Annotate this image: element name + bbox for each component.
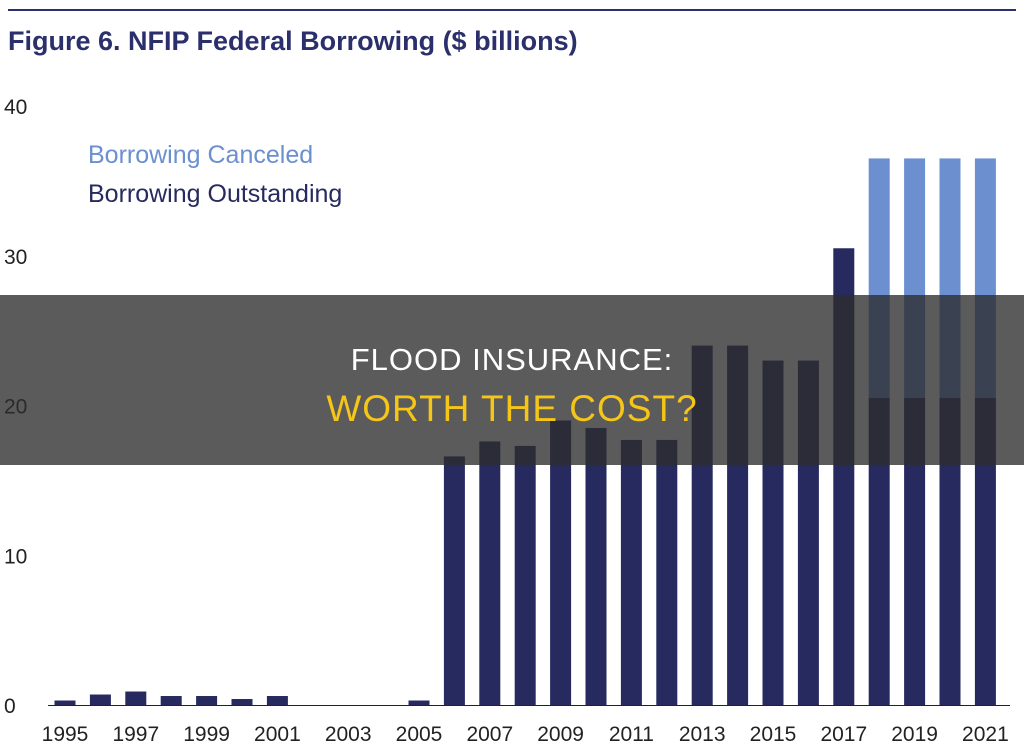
bar-outstanding xyxy=(160,696,182,705)
bar-outstanding xyxy=(479,441,501,705)
x-tick-label: 2005 xyxy=(396,723,443,746)
bar-outstanding xyxy=(585,427,607,705)
axes: 0102030401995199719992001200320052007200… xyxy=(4,96,1010,746)
bar-outstanding xyxy=(266,696,288,705)
bar-outstanding xyxy=(443,456,465,705)
x-tick-label: 2017 xyxy=(820,723,867,746)
y-tick-label: 10 xyxy=(4,545,27,568)
bar-outstanding xyxy=(939,398,961,705)
top-rule xyxy=(8,9,1016,11)
x-tick-label: 2021 xyxy=(962,723,1009,746)
x-tick-label: 2015 xyxy=(750,723,797,746)
bar-outstanding xyxy=(89,694,111,705)
y-tick-label: 0 xyxy=(4,695,16,718)
x-tick-label: 2009 xyxy=(537,723,584,746)
bar-outstanding xyxy=(54,700,76,705)
overlay-subheadline: WORTH THE COST? xyxy=(326,388,698,429)
x-tick-label: 2001 xyxy=(254,723,301,746)
y-tick-label: 30 xyxy=(4,246,27,269)
bar-outstanding xyxy=(868,398,890,705)
x-tick-label: 1995 xyxy=(42,723,89,746)
bar-outstanding xyxy=(125,691,147,705)
legend-canceled: Borrowing Canceled xyxy=(88,141,313,169)
x-tick-label: 2013 xyxy=(679,723,726,746)
bar-outstanding xyxy=(231,699,253,705)
overlay-headline: FLOOD INSURANCE: xyxy=(350,342,674,377)
bar-outstanding xyxy=(904,398,926,705)
x-tick-label: 1997 xyxy=(112,723,159,746)
caption-overlay xyxy=(0,295,1024,465)
bar-outstanding xyxy=(196,696,218,705)
bar-outstanding xyxy=(408,700,430,705)
bar-outstanding xyxy=(620,439,642,705)
x-tick-label: 2011 xyxy=(609,723,654,746)
x-tick-label: 1999 xyxy=(183,723,230,746)
x-tick-label: 2019 xyxy=(891,723,938,746)
y-tick-label: 40 xyxy=(4,96,27,119)
bar-outstanding xyxy=(550,420,572,705)
bar-outstanding xyxy=(656,439,678,705)
legend-outstanding: Borrowing Outstanding xyxy=(88,180,342,208)
figure-title: Figure 6. NFIP Federal Borrowing ($ bill… xyxy=(8,26,578,56)
bar-outstanding xyxy=(514,445,536,705)
bar-outstanding xyxy=(974,398,996,705)
legend: Borrowing Canceled Borrowing Outstanding xyxy=(88,141,342,208)
x-tick-label: 2003 xyxy=(325,723,372,746)
x-tick-label: 2007 xyxy=(466,723,513,746)
